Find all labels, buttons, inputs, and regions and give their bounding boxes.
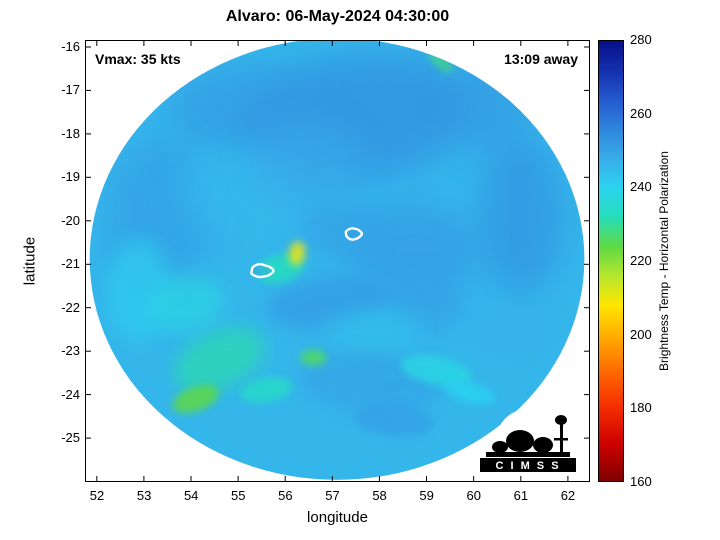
y-tick-label: -17 [61, 82, 80, 98]
x-tick-label: 53 [136, 488, 152, 503]
colorbar-tick-label: 240 [630, 179, 652, 195]
colorbar-label: Brightness Temp - Horizontal Polarizatio… [657, 151, 671, 371]
time-away-annotation: 13:09 away [504, 51, 578, 67]
colorbar-tick-label: 220 [630, 252, 652, 268]
x-axis-label: longitude [307, 509, 368, 526]
y-tick-label: -24 [61, 386, 80, 402]
x-tick-label: 55 [231, 488, 246, 503]
x-axis-ticks: 52 53 54 55 56 57 58 59 60 61 62 [82, 488, 583, 503]
colorbar-ticks: 280 260 240 220 200 180 160 [630, 32, 652, 490]
colorbar-tick-label: 200 [630, 326, 652, 342]
colorbar-tick-label: 180 [630, 400, 652, 416]
plot-area: Vmax: 35 kts 13:09 away C I M S S [85, 40, 590, 482]
y-axis-ticks: -16 -17 -18 -19 -20 -21 -22 -23 -24 -25 [44, 39, 80, 446]
x-tick-label: 54 [183, 488, 199, 503]
y-axis-label: latitude [21, 236, 39, 286]
y-tick-label: -25 [61, 429, 80, 445]
y-tick-label: -18 [61, 125, 80, 141]
y-tick-label: -21 [61, 256, 80, 272]
x-tick-label: 59 [419, 488, 434, 503]
x-tick-label: 62 [560, 488, 576, 503]
cimss-logo-text: C I M S S [495, 460, 560, 472]
x-tick-label: 61 [513, 488, 529, 503]
colorbar [598, 40, 624, 482]
x-tick-label: 58 [372, 488, 387, 503]
colorbar-tick-label: 280 [630, 32, 652, 47]
plot-title: Alvaro: 06-May-2024 04:30:00 [225, 8, 450, 25]
x-tick-label: 52 [89, 488, 105, 503]
y-tick-label: -22 [61, 299, 80, 315]
cimss-logo: C I M S S [480, 408, 576, 480]
vmax-annotation: Vmax: 35 kts [95, 51, 181, 67]
colorbar-tick-label: 160 [630, 473, 652, 489]
y-tick-label: -16 [61, 39, 80, 54]
y-tick-label: -20 [61, 212, 80, 228]
y-tick-label: -23 [61, 343, 80, 359]
cimss-logo-graphic: C I M S S [480, 409, 576, 476]
heatmap-canvas [85, 40, 590, 482]
colorbar-tick-label: 260 [630, 105, 652, 121]
x-tick-label: 56 [278, 488, 293, 503]
y-tick-label: -19 [61, 169, 80, 185]
x-tick-label: 57 [325, 488, 340, 503]
x-tick-label: 60 [466, 488, 481, 503]
